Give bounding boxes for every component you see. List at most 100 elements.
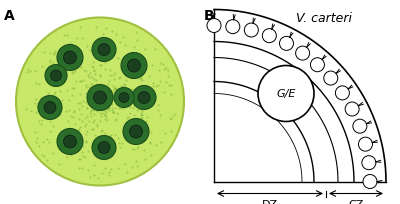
Point [116,106,122,110]
Point [127,140,133,143]
Point [78,113,84,116]
Point [110,98,116,101]
Point [102,68,108,71]
Point [91,113,97,116]
Point [107,99,113,102]
Point [88,110,94,113]
Point [63,110,70,114]
Point [88,108,94,112]
Point [104,108,110,111]
Circle shape [87,85,113,111]
Circle shape [57,45,83,71]
Point [94,101,101,104]
Point [48,99,55,102]
Point [101,98,108,101]
Point [138,112,144,116]
Circle shape [98,142,110,154]
Point [140,135,146,139]
Point [99,102,105,105]
Point [106,107,112,110]
Point [90,78,97,81]
Point [93,123,100,126]
Point [112,93,118,97]
Point [90,127,97,131]
Point [109,30,116,34]
Point [138,108,144,111]
Point [108,99,114,103]
Point [117,41,123,45]
Point [32,70,39,73]
Point [140,72,146,75]
Point [83,140,89,144]
Point [66,99,73,102]
Point [107,69,114,72]
Point [125,115,132,119]
Point [137,78,143,81]
Point [47,61,54,64]
Point [100,58,106,61]
Point [161,68,168,71]
Point [76,118,82,121]
Circle shape [44,102,56,114]
Point [92,93,98,96]
Point [112,72,118,75]
Point [120,36,126,39]
Point [98,100,104,103]
Point [138,113,144,117]
Point [51,93,58,96]
Point [51,52,58,56]
Point [104,119,110,122]
Point [63,155,70,159]
Point [76,167,83,170]
Point [85,98,91,102]
Point [168,130,174,133]
Point [103,88,110,91]
Point [172,112,178,116]
Point [97,74,103,77]
Point [117,100,124,103]
Point [77,102,83,105]
Point [47,119,54,123]
Point [73,80,79,83]
Point [91,108,97,112]
Point [106,138,113,141]
Point [90,108,96,111]
Point [66,42,73,45]
Point [150,82,157,86]
Point [70,88,77,91]
Circle shape [207,19,221,33]
Point [118,86,125,89]
Point [135,146,142,149]
Point [33,110,39,114]
Point [135,89,141,92]
Point [102,141,109,144]
Point [40,51,47,54]
Point [78,105,85,108]
Point [78,54,84,57]
Point [84,130,90,133]
Point [131,147,137,151]
Point [157,113,163,117]
Point [138,117,144,120]
Point [97,64,104,68]
Point [92,95,99,98]
Point [112,119,118,122]
Point [85,101,91,104]
Point [129,166,135,169]
Point [106,57,113,60]
Point [64,120,71,123]
Circle shape [132,86,156,110]
Point [83,92,89,95]
Point [129,92,136,95]
Circle shape [45,65,67,87]
Point [140,149,147,152]
Point [98,101,105,104]
Point [109,110,116,114]
Point [44,138,50,141]
Point [55,98,62,102]
Point [98,112,105,115]
Point [126,73,133,76]
Point [111,78,117,81]
Point [87,72,93,75]
Point [61,131,67,134]
